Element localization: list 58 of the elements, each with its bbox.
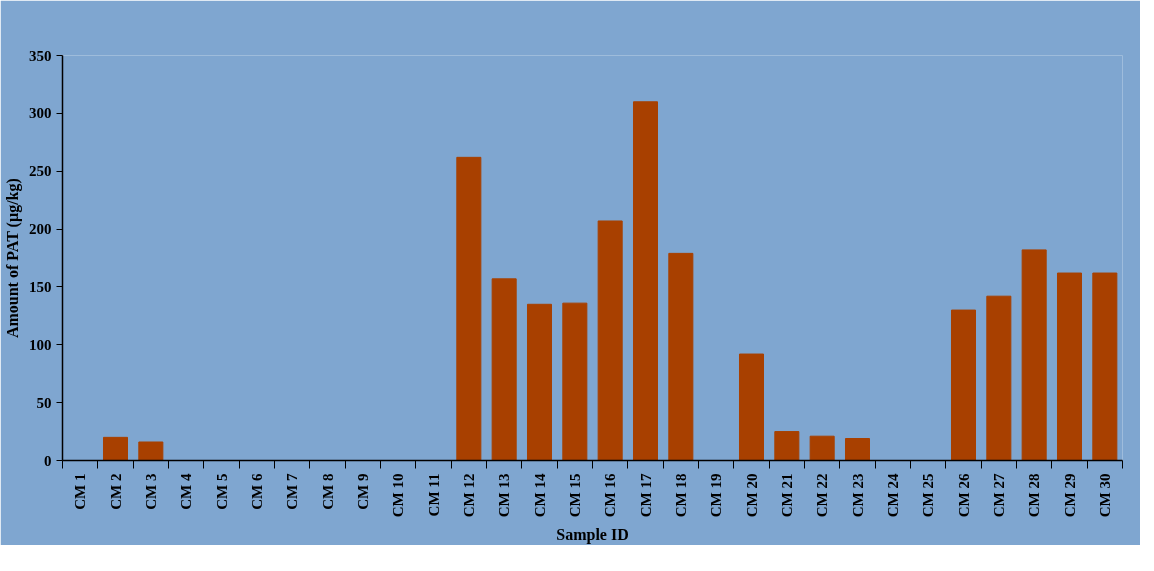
y-tick-label: 200 (29, 221, 52, 238)
x-tick-label: CM 25 (920, 473, 937, 518)
y-tick-label: 350 (29, 47, 52, 64)
x-tick-label: CM 26 (955, 473, 972, 518)
x-tick-label: CM 12 (460, 473, 477, 518)
y-tick-label: 100 (29, 336, 52, 353)
bar (809, 435, 835, 461)
x-tick-label: CM 23 (849, 473, 866, 518)
x-tick-label: CM 21 (778, 473, 795, 518)
y-tick-label: 300 (29, 105, 52, 122)
x-tick-label: CM 7 (284, 473, 301, 510)
bar (844, 438, 871, 461)
y-tick-label: 0 (44, 452, 52, 469)
x-tick-label: CM 24 (884, 473, 901, 518)
bar (597, 220, 623, 461)
x-tick-label: CM 9 (354, 473, 371, 510)
bar (138, 441, 164, 461)
x-tick-label: CM 16 (602, 473, 619, 518)
x-tick-label: CM 4 (178, 473, 195, 510)
bar (562, 302, 588, 461)
y-tick-label: 50 (36, 394, 52, 411)
x-tick-label: CM 28 (1026, 473, 1043, 518)
x-tick-label: CM 30 (1096, 473, 1113, 518)
y-tick-label: 150 (29, 278, 52, 295)
bar (491, 278, 517, 461)
bar (1092, 272, 1118, 461)
bar (668, 252, 694, 461)
x-tick-label: CM 14 (531, 473, 548, 518)
x-tick-label: CM 8 (319, 473, 336, 510)
x-tick-label: CM 2 (107, 473, 124, 510)
bar (632, 101, 659, 461)
y-tick-label: 250 (29, 163, 52, 180)
y-axis-title: Amount of PAT (µg/kg) (4, 178, 22, 339)
x-tick-label: CM 20 (743, 473, 760, 518)
x-tick-label: CM 15 (566, 473, 583, 518)
bar (456, 156, 482, 461)
bar (526, 303, 553, 461)
x-tick-label: CM 27 (990, 473, 1007, 518)
x-tick-label: CM 10 (390, 473, 407, 518)
x-tick-label: CM 22 (814, 473, 831, 518)
bar (774, 431, 800, 461)
bar (986, 295, 1012, 461)
bar (102, 436, 129, 461)
x-tick-label: CM 13 (496, 473, 513, 518)
x-tick-label: CM 17 (637, 473, 654, 518)
bar (1021, 249, 1047, 461)
bar (950, 309, 977, 461)
x-tick-label: CM 18 (672, 473, 689, 518)
bar (1056, 272, 1083, 461)
x-tick-label: CM 5 (213, 473, 230, 510)
x-tick-label: CM 6 (248, 473, 265, 510)
x-tick-label: CM 29 (1061, 473, 1078, 518)
x-tick-label: CM 11 (425, 473, 442, 517)
x-axis-title: Sample ID (556, 525, 629, 544)
x-tick-label: CM 1 (72, 473, 89, 510)
x-tick-label: CM 19 (708, 473, 725, 518)
x-tick-label: CM 3 (142, 473, 159, 510)
bar (738, 353, 765, 461)
